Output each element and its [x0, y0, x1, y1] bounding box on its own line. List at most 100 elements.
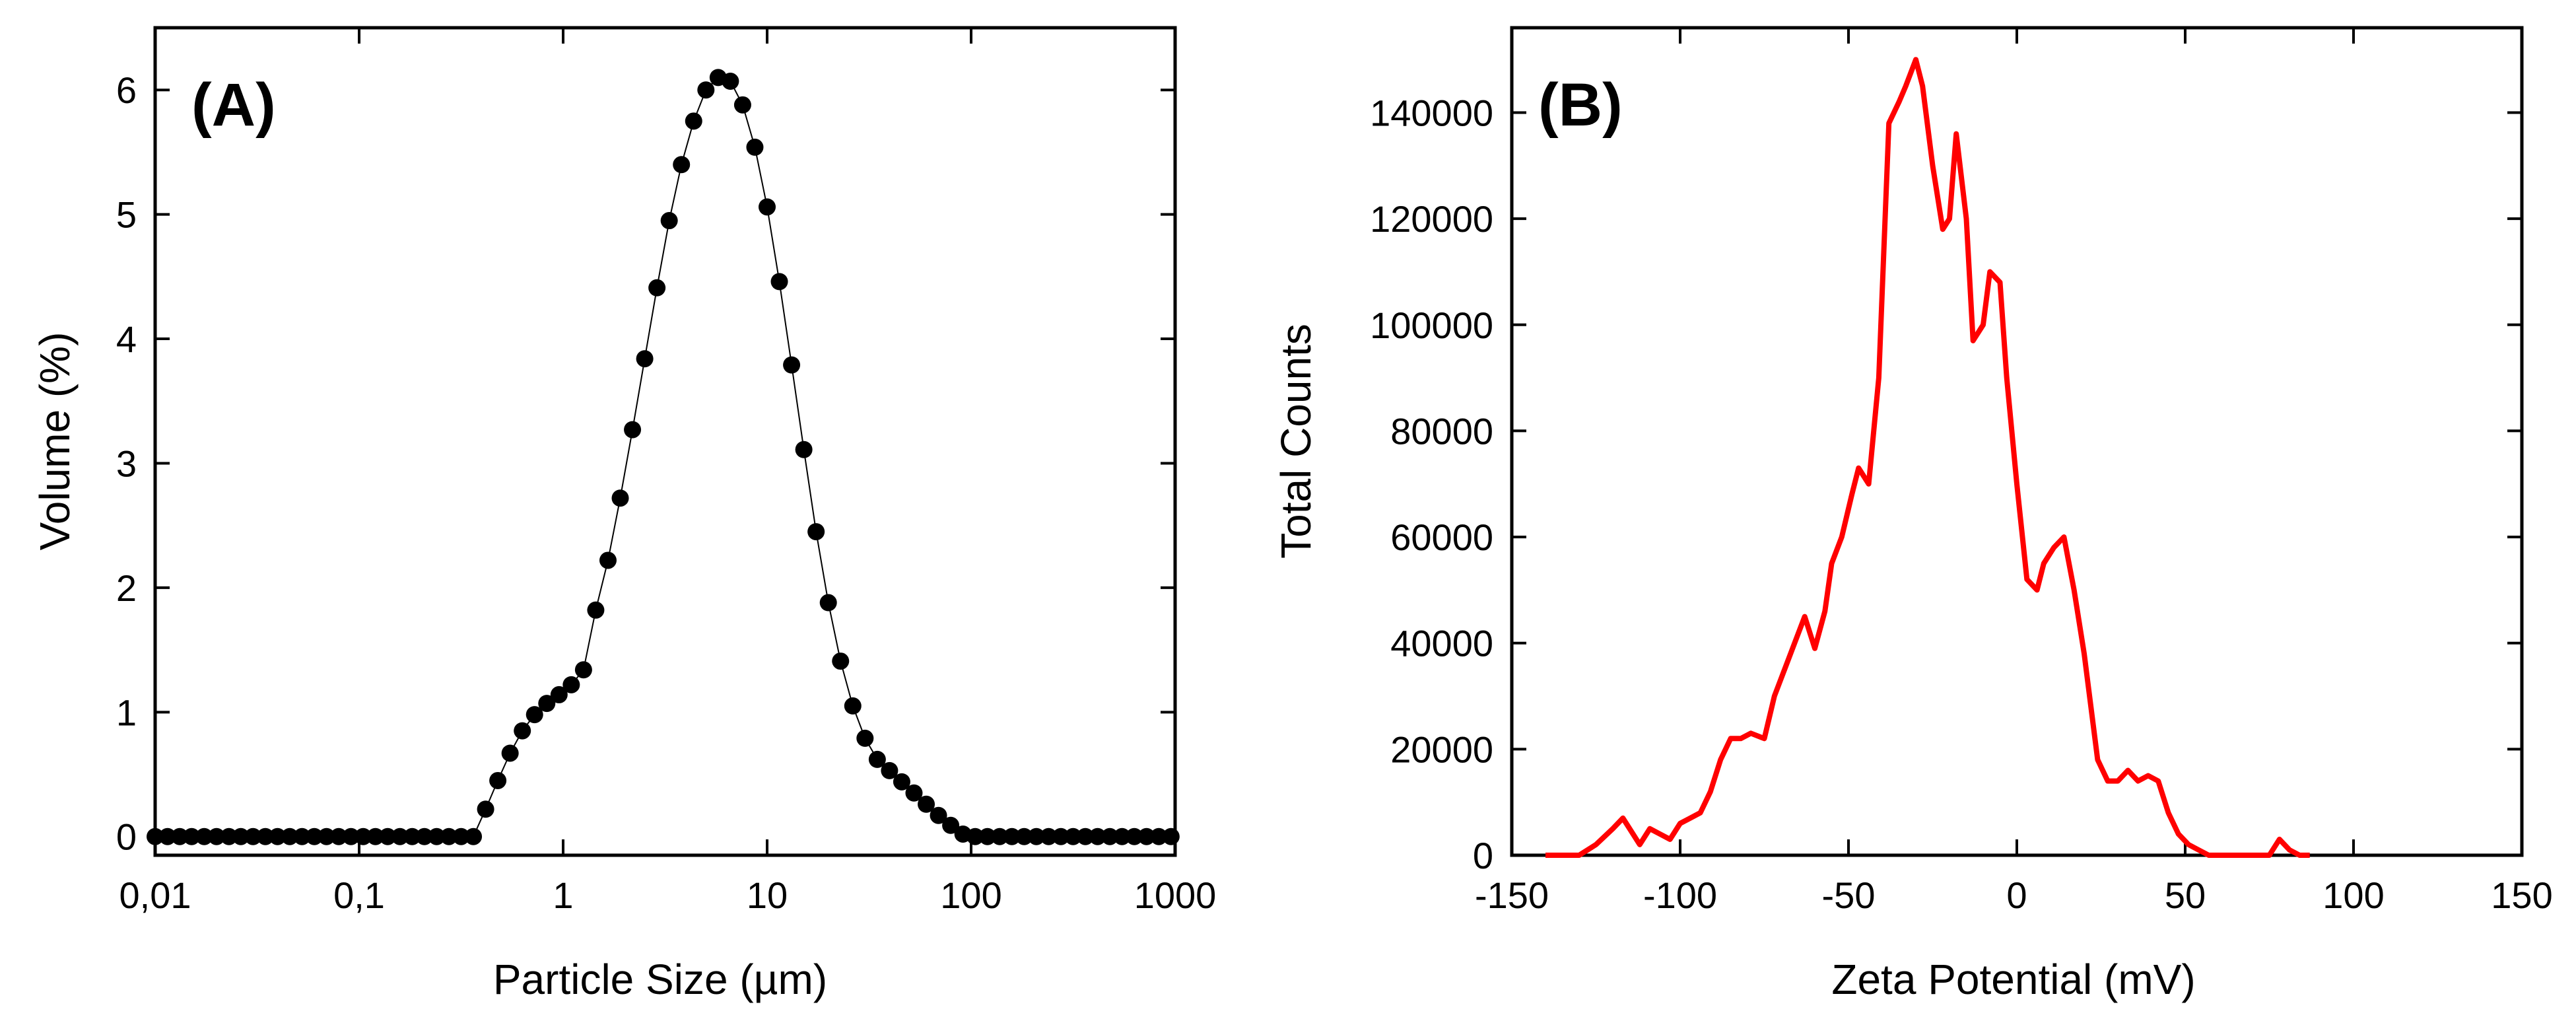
panel-a-data-point	[171, 827, 189, 845]
panel-a-data-point	[366, 827, 384, 845]
panel-a-data-point	[501, 744, 519, 762]
panel-a-label: (A)	[191, 71, 276, 139]
panel-a-data-point	[611, 489, 629, 507]
panel-a-x-tick-label: 1	[553, 874, 573, 916]
panel-a-data-point	[208, 827, 226, 845]
panel-a-data-point	[1113, 827, 1131, 845]
panel-a-data-point	[489, 771, 507, 789]
panel-a-data-point	[733, 96, 751, 114]
panel-a-y-ticks: 0 1 2 3 4 5 6	[116, 69, 1175, 858]
panel-b-x-tick-label: 100	[2322, 874, 2384, 916]
panel-a-data-point	[342, 827, 360, 845]
panel-a-data-point	[844, 697, 862, 715]
panel-a-data-point	[599, 551, 617, 569]
panel-a-data-point	[1150, 827, 1168, 845]
panel-a-data-point	[538, 695, 556, 713]
panel-b-y-tick-label: 20000	[1390, 728, 1493, 770]
panel-a-data-point	[795, 440, 813, 458]
panel-b-x-ticks: -150 -100 -50 0 50 100 150	[1475, 28, 2553, 916]
panel-a-x-tick-label: 1000	[1134, 874, 1217, 916]
panel-a-y-tick-label: 1	[116, 691, 137, 733]
panel-a-data-point	[893, 773, 910, 791]
panel-a-data-point	[1101, 827, 1119, 845]
panel-a-data-point	[379, 827, 397, 845]
panel-b-x-tick-label: 150	[2491, 874, 2552, 916]
panel-a-data-point	[1027, 827, 1045, 845]
panel-a-data-points	[147, 69, 1180, 845]
panel-a-y-axis-title: Volume (%)	[31, 332, 79, 551]
panel-a-x-tick-label: 0,1	[333, 874, 385, 916]
panel-a-data-point	[147, 827, 164, 845]
panel-a-x-tick-label: 100	[940, 874, 1001, 916]
panel-a-data-point	[440, 827, 458, 845]
panel-b-y-tick-label: 40000	[1390, 623, 1493, 664]
panel-b-series-line	[1545, 57, 2310, 858]
panel-a-data-point	[819, 594, 837, 612]
panel-a-y-tick-label: 2	[116, 567, 137, 609]
panel-a-y-tick-label: 4	[116, 318, 137, 360]
panel-a-data-point	[220, 827, 238, 845]
panel-a-data-point	[1077, 827, 1095, 845]
panel-a-data-point	[673, 156, 691, 174]
panel-a-data-point	[905, 784, 923, 802]
panel-a-data-point	[183, 827, 201, 845]
panel-a-data-point	[783, 356, 801, 374]
panel-b-y-tick-label: 100000	[1370, 304, 1493, 346]
panel-a-data-point	[1126, 827, 1143, 845]
panel-a-data-point	[807, 523, 825, 541]
panel-a-data-point	[746, 138, 764, 156]
panel-a-data-point	[587, 601, 605, 619]
panel-a-data-point	[759, 198, 776, 216]
panel-b-y-ticks: 0 20000 40000 60000 80000 100000 120000 140000	[1370, 92, 2522, 876]
panel-a-y-tick-label: 6	[116, 69, 137, 111]
panel-a-data-point	[244, 827, 262, 845]
panel-a-data-point	[722, 73, 739, 90]
panel-b-y-tick-label: 120000	[1370, 198, 1493, 240]
panel-a-data-point	[636, 350, 654, 368]
panel-a-data-point	[1089, 827, 1106, 845]
panel-b-y-tick-label: 140000	[1370, 92, 1493, 134]
panel-b-x-tick-label: 50	[2165, 874, 2206, 916]
panel-a-data-point	[660, 212, 678, 230]
panel-a-data-point	[550, 686, 568, 703]
panel-b-y-axis-title: Total Counts	[1272, 324, 1320, 559]
panel-a-data-point	[525, 706, 543, 724]
panel-a-x-axis-title: Particle Size (µm)	[493, 956, 827, 1003]
panel-a-frame	[153, 26, 1177, 857]
panel-a-data-point	[232, 827, 250, 845]
panel-a-data-point	[269, 827, 287, 845]
panel-a-data-point	[415, 827, 433, 845]
panel-a-data-point	[918, 795, 935, 813]
panel-a-data-point	[942, 816, 960, 834]
panel-a-data-point	[648, 279, 666, 297]
panel-a-data-point	[868, 750, 886, 768]
panel-a-data-point	[881, 761, 898, 779]
panel-b-y-tick-label: 80000	[1390, 410, 1493, 452]
panel-a-data-point	[624, 421, 642, 439]
panel-a: 0 1 2 3 4 5 6 0,01 0,1 1 10 100 1000 (A) Particle S…	[31, 26, 1217, 1003]
panel-b-x-axis-title: Zeta Potential (mV)	[1831, 956, 2195, 1003]
panel-a-data-point	[195, 827, 213, 845]
panel-a-data-point	[477, 800, 494, 818]
panel-a-y-tick-label: 3	[116, 442, 137, 484]
panel-a-data-point	[514, 722, 531, 740]
panel-a-data-point	[1015, 827, 1033, 845]
panel-a-data-point	[966, 827, 984, 845]
panel-a-data-point	[930, 806, 947, 824]
panel-a-y-tick-label: 5	[116, 194, 137, 236]
panel-b-y-tick-label: 60000	[1390, 516, 1493, 558]
panel-a-x-tick-label: 10	[747, 874, 788, 916]
panel-b-x-tick-label: 0	[2006, 874, 2027, 916]
panel-a-data-point	[330, 827, 348, 845]
panel-a-data-point	[697, 81, 715, 99]
panel-a-data-point	[1052, 827, 1069, 845]
panel-a-data-point	[452, 827, 470, 845]
panel-a-data-point	[856, 729, 874, 747]
panel-a-data-point	[158, 827, 176, 845]
panel-a-data-point	[832, 652, 850, 670]
panel-a-data-point	[1137, 827, 1155, 845]
panel-a-data-point	[1003, 827, 1021, 845]
panel-a-data-point	[978, 827, 996, 845]
